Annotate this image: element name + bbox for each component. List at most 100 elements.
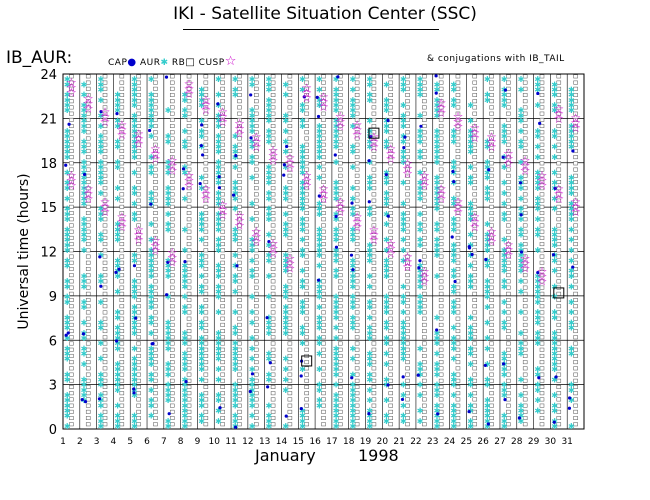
- rb-mark: [522, 99, 528, 104]
- rb-mark: [287, 80, 293, 85]
- aur-mark: ✱: [282, 375, 289, 384]
- rb-mark: [338, 173, 343, 178]
- rb-mark: [270, 192, 276, 197]
- aur-mark: ✱: [114, 272, 121, 281]
- cap-mark: [268, 361, 272, 365]
- rb-mark: [85, 99, 91, 104]
- rb-mark: [69, 378, 74, 383]
- rb-mark: [119, 316, 125, 321]
- cap-mark: [233, 425, 238, 429]
- rb-mark: [237, 347, 242, 352]
- rb-mark: [203, 347, 209, 352]
- aur-mark: ✱: [282, 137, 289, 146]
- aur-mark: ✱: [299, 122, 306, 131]
- rb-mark: [119, 341, 125, 346]
- aur-mark: ✱: [114, 194, 121, 203]
- rb-mark: [102, 93, 108, 97]
- rb-mark: [69, 422, 74, 427]
- aur-mark: ✱: [333, 267, 340, 276]
- aur-mark: ✱: [215, 365, 222, 374]
- rb-mark: [287, 235, 293, 240]
- cusp-mark: ☆: [318, 100, 329, 114]
- rb-mark: [270, 86, 276, 91]
- rb-mark: [270, 198, 276, 203]
- cusp-mark: ☆: [385, 247, 396, 261]
- aur-mark: ✱: [534, 153, 541, 162]
- rb-mark: [287, 329, 293, 334]
- rb-mark: [153, 192, 158, 197]
- cusp-mark: ☆: [116, 220, 127, 234]
- aur-mark: ✱: [148, 122, 155, 131]
- rb-mark: [85, 273, 91, 278]
- rb-mark: [237, 130, 242, 135]
- rb-mark: [169, 235, 175, 240]
- aur-mark: ✱: [551, 329, 558, 338]
- x-tick-label: 9: [195, 437, 201, 447]
- cap-mark: [167, 412, 171, 416]
- aur-mark: ✱: [198, 262, 205, 271]
- rb-mark: [169, 353, 175, 358]
- rb-mark: [220, 229, 225, 234]
- aur-mark: ✱: [81, 158, 88, 167]
- rb-mark: [69, 186, 74, 191]
- cap-mark: [117, 267, 121, 271]
- aur-mark: ✱: [64, 298, 71, 307]
- rb-mark: [102, 155, 108, 160]
- aur-mark: ✱: [266, 127, 273, 136]
- aur-mark: ✱: [97, 391, 104, 400]
- cap-mark: [536, 91, 540, 96]
- rb-mark: [69, 298, 74, 302]
- rb-mark: [169, 279, 175, 284]
- rb-mark: [254, 254, 259, 259]
- rb-mark: [237, 105, 242, 110]
- aur-mark: ✱: [249, 272, 256, 281]
- rb-mark: [69, 204, 74, 209]
- rb-mark: [153, 273, 158, 278]
- rb-mark: [153, 155, 158, 160]
- rb-mark: [455, 316, 461, 321]
- rb-mark: [153, 80, 158, 85]
- aur-mark: ✱: [198, 339, 205, 348]
- rb-mark: [220, 124, 225, 129]
- rb-mark: [220, 397, 225, 402]
- rb-mark: [169, 298, 175, 302]
- rb-mark: [321, 322, 326, 327]
- rb-mark: [69, 254, 74, 259]
- rb-mark: [254, 291, 259, 296]
- rb-mark: [119, 273, 125, 278]
- aur-mark: ✱: [232, 339, 239, 348]
- rb-mark: [304, 117, 309, 122]
- rb-mark: [270, 235, 276, 240]
- aur-mark: ✱: [501, 308, 508, 317]
- cap-mark: [199, 143, 203, 148]
- aur-mark: ✱: [366, 396, 373, 405]
- rb-mark: [304, 235, 309, 240]
- aur-mark: ✱: [198, 251, 205, 260]
- rb-mark: [287, 161, 293, 166]
- aur-mark: ✱: [165, 293, 172, 302]
- aur-mark: ✱: [282, 148, 289, 157]
- rb-mark: [254, 260, 259, 265]
- aur-mark: ✱: [266, 256, 273, 265]
- rb-mark: [287, 198, 293, 203]
- aur-mark: ✱: [467, 401, 474, 410]
- rb-mark: [136, 130, 141, 135]
- x-tick-label: 6: [144, 437, 150, 447]
- rb-mark: [85, 353, 91, 358]
- aur-mark: ✱: [215, 220, 222, 229]
- rb-mark: [69, 285, 74, 290]
- aur-mark: ✱: [299, 142, 306, 151]
- aur-mark: ✱: [266, 370, 273, 379]
- rb-mark: [220, 360, 225, 365]
- aur-mark: ✱: [114, 262, 121, 271]
- rb-mark: [102, 391, 108, 396]
- aur-mark: ✱: [484, 344, 491, 353]
- aur-mark: ✱: [165, 184, 172, 193]
- rb-mark: [119, 223, 125, 228]
- aur-mark: ✱: [81, 194, 88, 203]
- aur-mark: ✱: [434, 350, 441, 359]
- rb-mark: [287, 366, 293, 371]
- aur-mark: ✱: [64, 91, 71, 100]
- aur-mark: ✱: [350, 256, 357, 265]
- aur-mark: ✱: [131, 381, 138, 390]
